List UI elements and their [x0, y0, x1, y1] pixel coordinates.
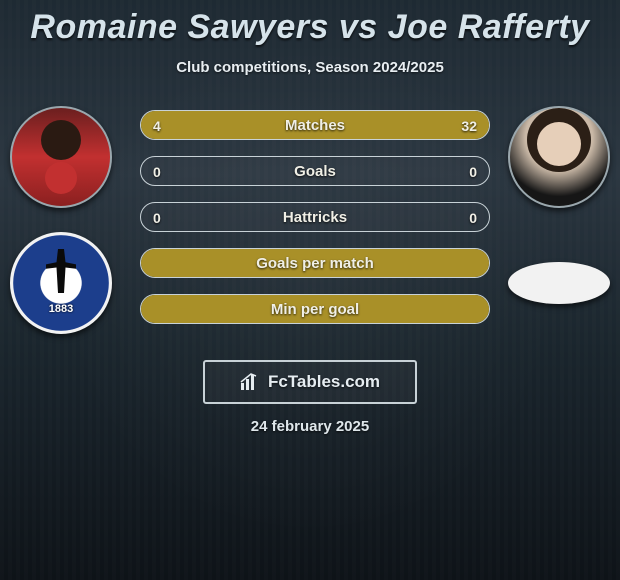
stat-row: 432Matches [140, 110, 490, 140]
stat-label: Goals per match [141, 249, 489, 277]
stat-row: Min per goal [140, 294, 490, 324]
stat-label: Matches [141, 111, 489, 139]
player-right-club-logo [508, 262, 610, 304]
player-left-column [10, 106, 112, 334]
stat-bars: 432Matches 00Goals 00Hattricks Goals per ma… [140, 110, 490, 340]
comparison-main: 432Matches 00Goals 00Hattricks Goals per ma… [0, 106, 620, 346]
branding-text: FcTables.com [268, 372, 380, 392]
date-text: 24 february 2025 [0, 418, 620, 435]
branding-badge: FcTables.com [203, 360, 417, 404]
player-left-avatar [10, 106, 112, 208]
page-title: Romaine Sawyers vs Joe Rafferty [0, 8, 620, 47]
player-right-avatar [508, 106, 610, 208]
stat-label: Goals [141, 157, 489, 185]
infographic: Romaine Sawyers vs Joe Rafferty Club com… [0, 0, 620, 580]
stat-row: Goals per match [140, 248, 490, 278]
stat-row: 00Goals [140, 156, 490, 186]
player-left-club-logo [10, 232, 112, 334]
stat-label: Min per goal [141, 295, 489, 323]
stat-label: Hattricks [141, 203, 489, 231]
chart-icon [240, 373, 262, 391]
stat-row: 00Hattricks [140, 202, 490, 232]
player-right-column [508, 106, 610, 304]
subtitle: Club competitions, Season 2024/2025 [0, 59, 620, 76]
